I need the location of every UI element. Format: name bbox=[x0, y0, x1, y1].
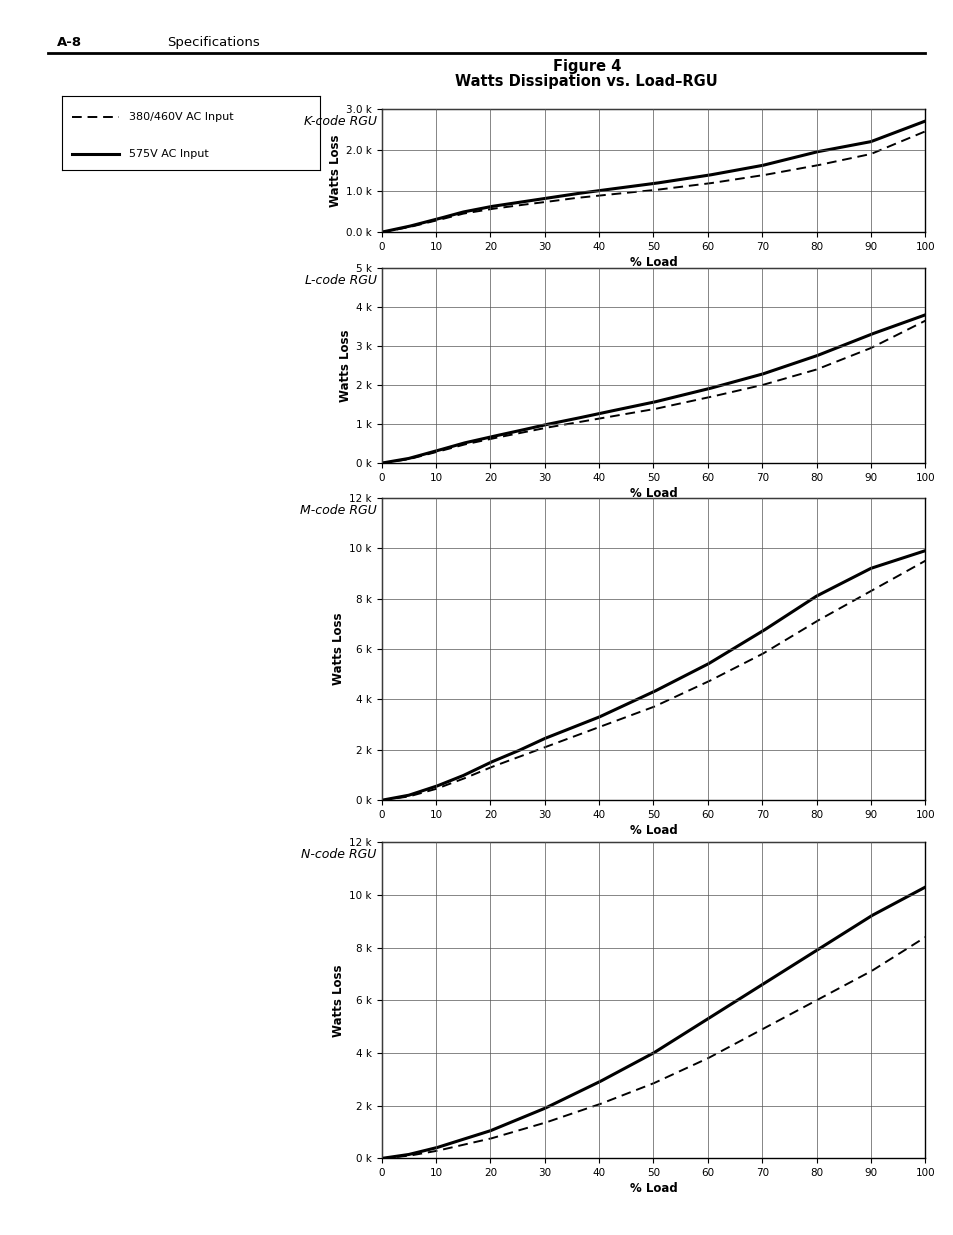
Text: A-8: A-8 bbox=[57, 36, 82, 49]
Y-axis label: Watts Loss: Watts Loss bbox=[329, 135, 341, 206]
X-axis label: % Load: % Load bbox=[629, 256, 677, 269]
Text: 380/460V AC Input: 380/460V AC Input bbox=[129, 112, 233, 122]
Text: Figure 4: Figure 4 bbox=[552, 59, 620, 74]
Text: L-code RGU: L-code RGU bbox=[305, 274, 376, 288]
Text: Specifications: Specifications bbox=[167, 36, 259, 49]
Y-axis label: Watts Loss: Watts Loss bbox=[332, 965, 345, 1036]
Text: M-code RGU: M-code RGU bbox=[300, 504, 376, 517]
Text: Watts Dissipation vs. Load–RGU: Watts Dissipation vs. Load–RGU bbox=[455, 74, 718, 89]
Text: N-code RGU: N-code RGU bbox=[301, 848, 376, 862]
X-axis label: % Load: % Load bbox=[629, 487, 677, 500]
Text: 575V AC Input: 575V AC Input bbox=[129, 149, 209, 159]
X-axis label: % Load: % Load bbox=[629, 824, 677, 837]
X-axis label: % Load: % Load bbox=[629, 1182, 677, 1195]
Y-axis label: Watts Loss: Watts Loss bbox=[338, 330, 352, 401]
Y-axis label: Watts Loss: Watts Loss bbox=[332, 613, 345, 685]
Text: K-code RGU: K-code RGU bbox=[303, 115, 376, 128]
